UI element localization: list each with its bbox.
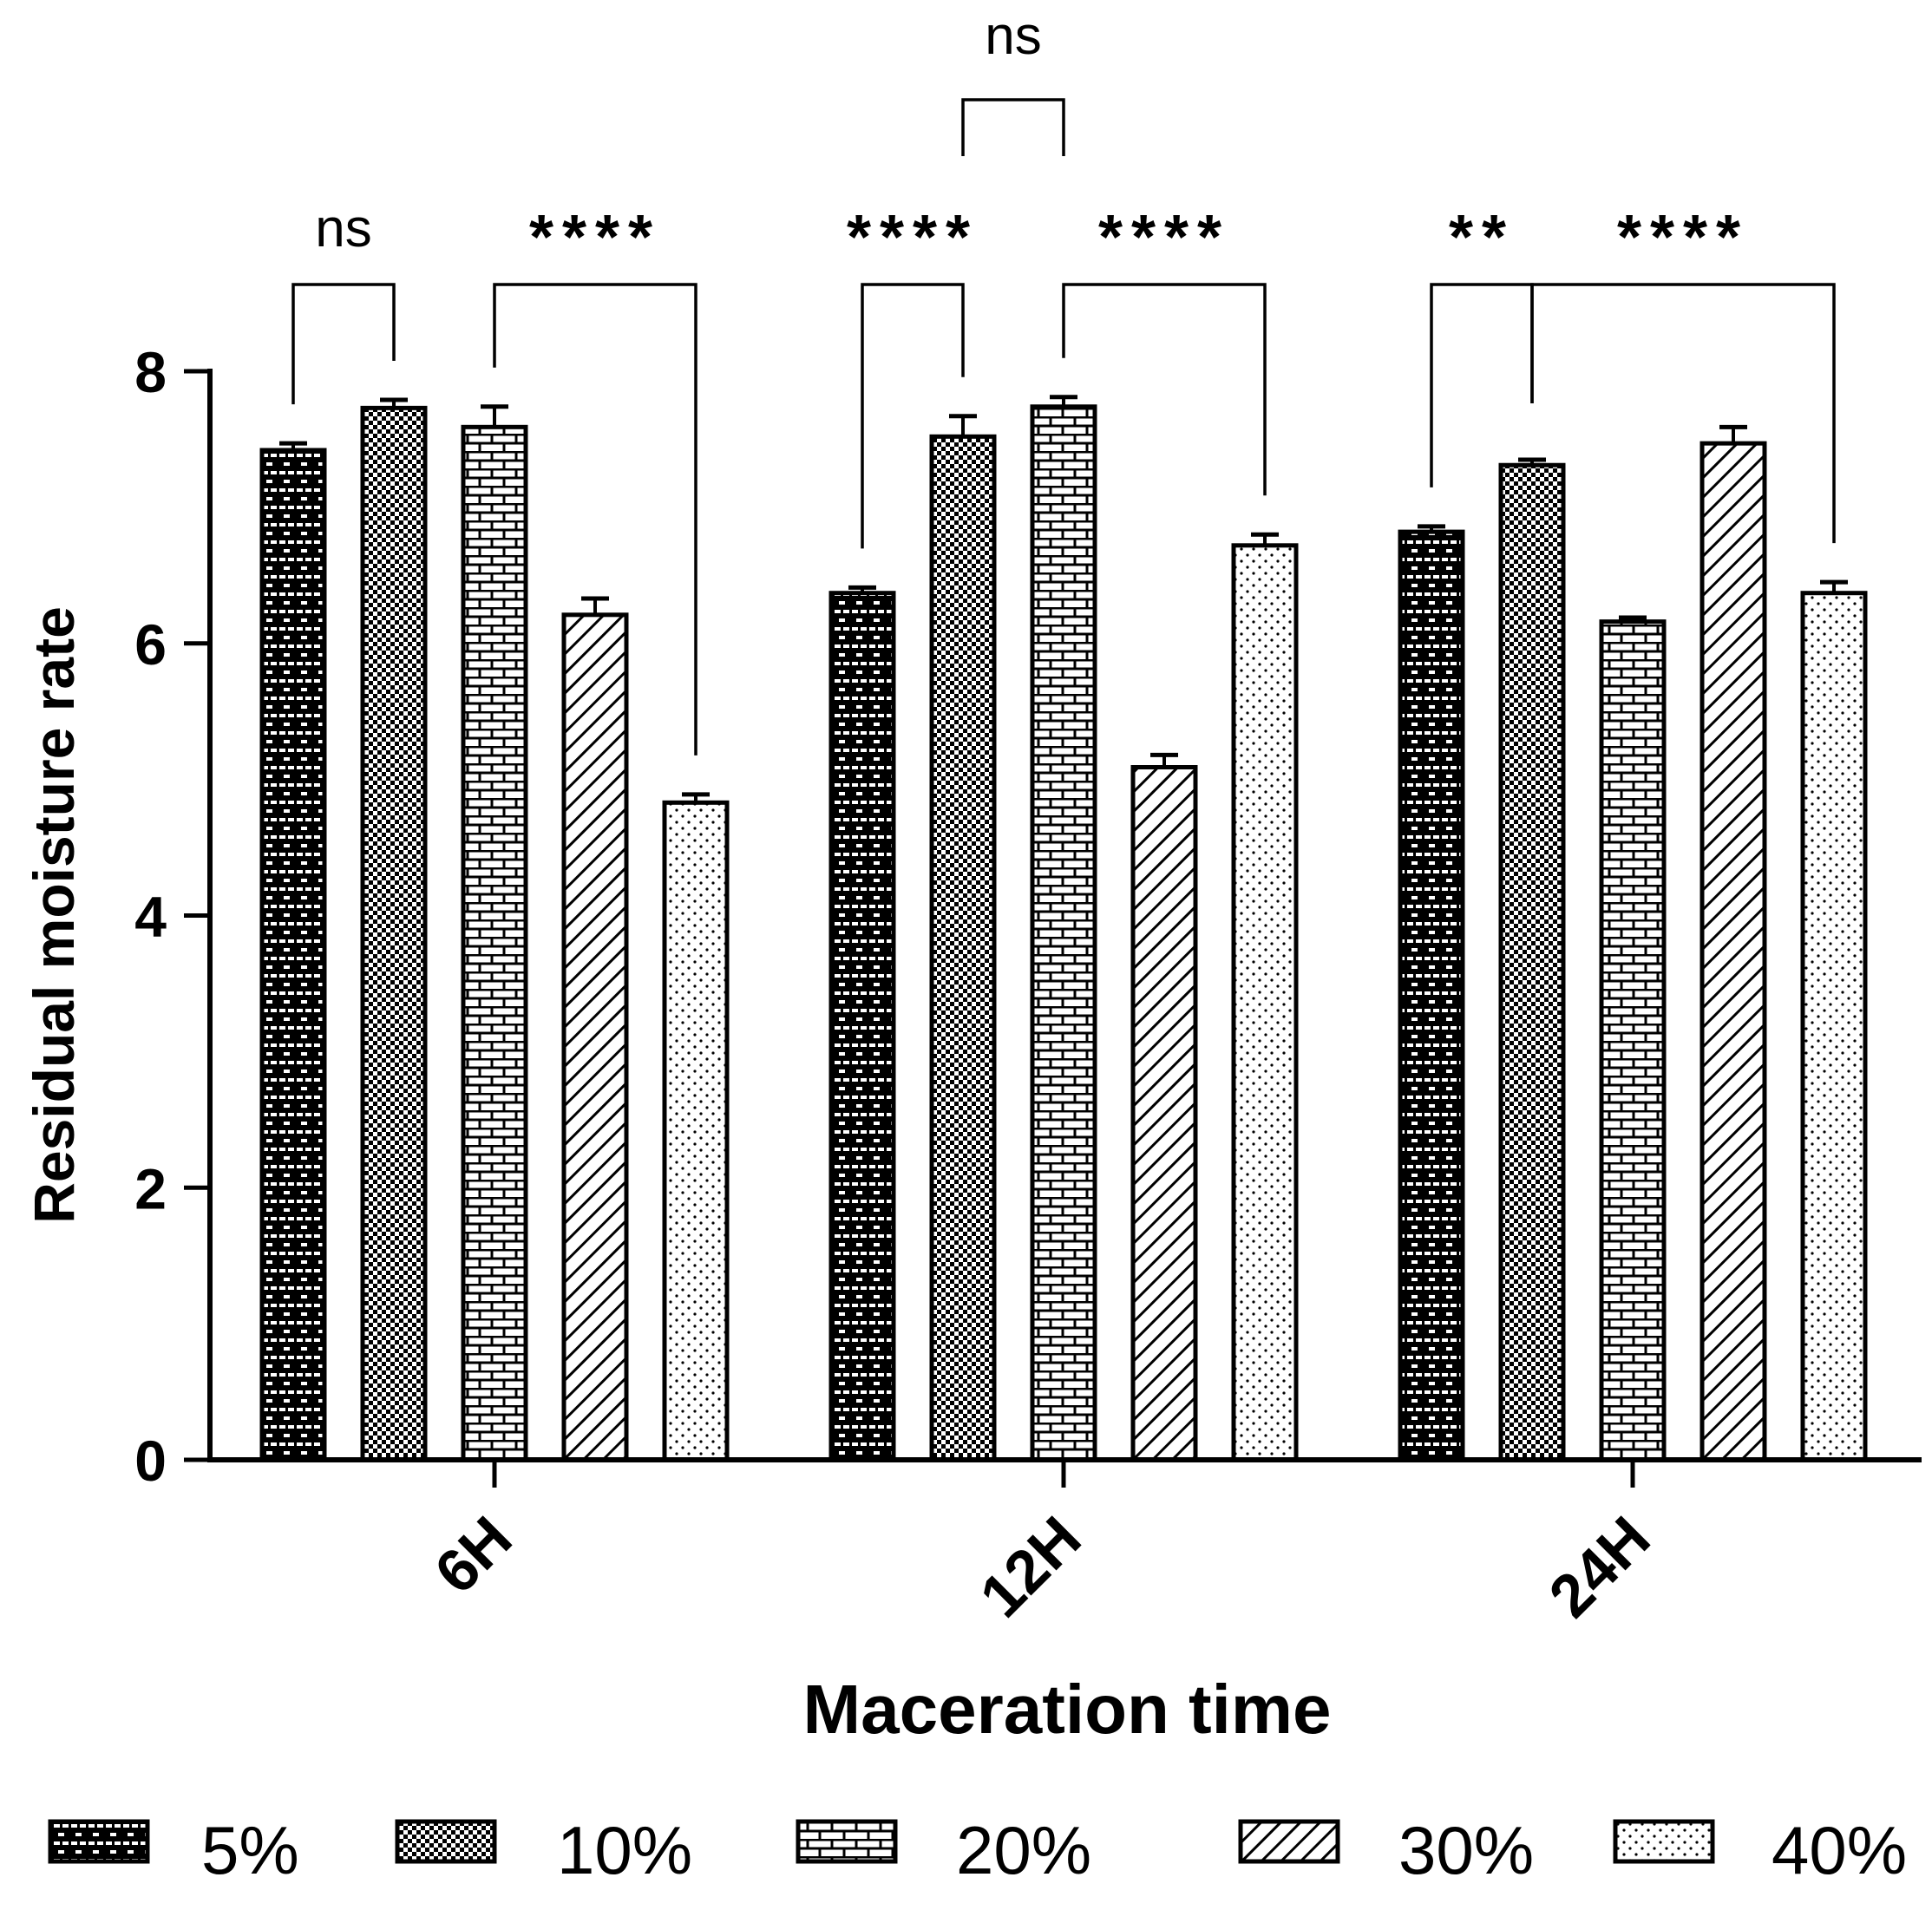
legend-label: 40% <box>1772 1812 1907 1888</box>
significance-label: **** <box>1617 203 1749 272</box>
bar <box>1599 619 1667 1462</box>
legend-swatch <box>796 1819 898 1864</box>
significance-label: **** <box>529 203 661 272</box>
significance-bracket <box>1430 283 1534 487</box>
bar <box>1498 462 1566 1462</box>
y-tick-label: 2 <box>134 1156 167 1220</box>
legend: 5% 10% 20% 30% 40% <box>48 1812 1907 1888</box>
x-tick-label: 24H <box>1536 1503 1663 1630</box>
bar <box>561 612 629 1462</box>
legend-label: 20% <box>956 1812 1091 1888</box>
significance-bracket <box>1530 283 1836 544</box>
x-tick-label: 12H <box>967 1503 1094 1630</box>
legend-label: 10% <box>557 1812 692 1888</box>
bar <box>461 424 528 1462</box>
significance-label: ** <box>1449 203 1515 272</box>
bar <box>662 800 730 1462</box>
x-axis-title: Maceration time <box>802 1671 1331 1748</box>
legend-label: 5% <box>201 1812 299 1888</box>
significance-bracket <box>1062 283 1267 496</box>
legend-swatch <box>395 1819 497 1864</box>
significance-bracket <box>861 283 965 549</box>
bar <box>1231 543 1299 1462</box>
legend-label: 30% <box>1398 1812 1534 1888</box>
significance-label: ns <box>315 199 371 258</box>
x-tick-label: 6H <box>422 1503 524 1606</box>
bar <box>360 405 428 1462</box>
significance-label: **** <box>847 203 979 272</box>
bar <box>828 591 896 1462</box>
bar <box>1030 404 1097 1462</box>
bar <box>259 448 327 1462</box>
legend-swatch <box>1238 1819 1340 1864</box>
y-tick-label: 6 <box>134 612 167 677</box>
y-tick-label: 8 <box>134 340 167 404</box>
significance-bracket <box>291 283 396 405</box>
bar <box>1130 765 1198 1462</box>
significance-label: **** <box>1098 203 1230 272</box>
y-tick-label: 4 <box>134 885 167 949</box>
legend-swatch <box>48 1819 150 1864</box>
y-axis-title: Residual moisture rate <box>22 606 86 1224</box>
significance-label: ns <box>985 6 1041 66</box>
legend-swatch <box>1613 1819 1715 1864</box>
y-tick-label: 0 <box>134 1429 167 1493</box>
bar <box>1800 591 1868 1462</box>
bar <box>929 434 997 1462</box>
significance-bracket <box>961 98 1065 156</box>
bar <box>1398 529 1465 1462</box>
bar <box>1700 441 1767 1462</box>
significance-bracket <box>493 283 697 755</box>
